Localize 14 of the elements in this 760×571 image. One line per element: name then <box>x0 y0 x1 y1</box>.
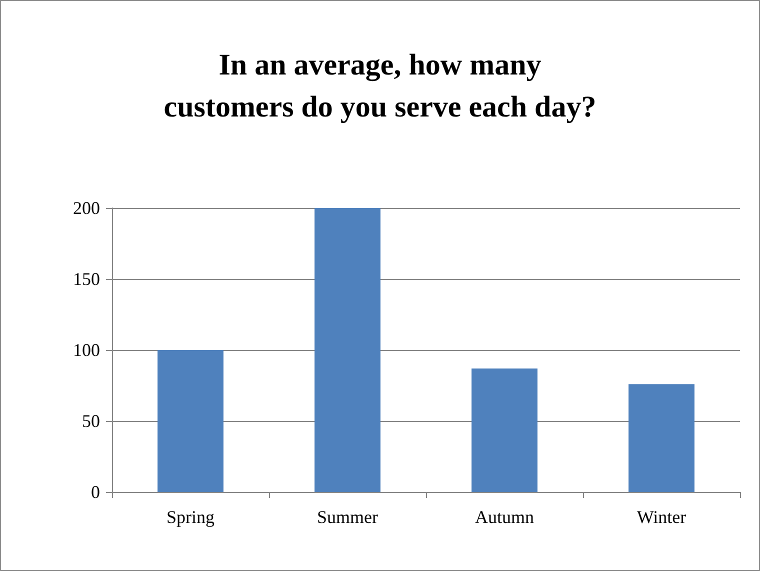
y-tick-label: 100 <box>73 340 100 360</box>
x-tick-label: Summer <box>317 507 378 527</box>
bar <box>628 384 694 492</box>
x-tick-label: Winter <box>636 507 686 527</box>
chart-title: In an average, how many customers do you serve each day? <box>164 48 596 124</box>
y-tick-label: 50 <box>82 411 100 431</box>
y-tick-label: 200 <box>73 198 100 218</box>
x-tick-label: Autumn <box>474 507 534 527</box>
bar <box>314 208 380 492</box>
y-tick-label: 0 <box>91 482 100 502</box>
x-tick-label: Spring <box>166 507 215 527</box>
bar <box>472 368 538 492</box>
bar <box>158 350 224 492</box>
y-tick-label: 150 <box>73 269 100 289</box>
